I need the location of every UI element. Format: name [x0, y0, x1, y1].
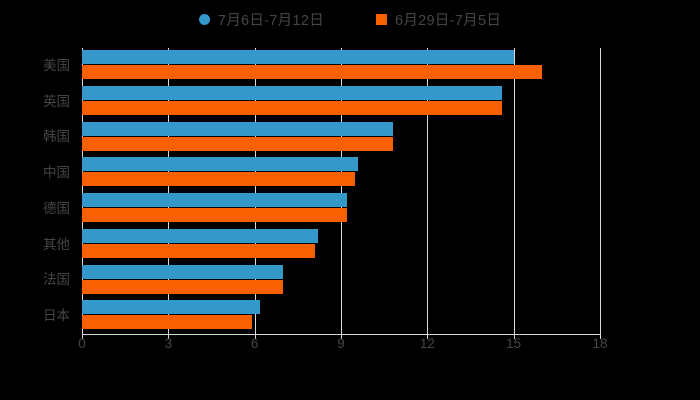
legend-label: 6月29日-7月5日	[395, 12, 502, 29]
gridline	[168, 48, 170, 334]
bar[interactable]	[82, 50, 514, 64]
y-axis-tick-label: 日本	[43, 308, 70, 324]
y-axis-tick-label: 英国	[43, 93, 70, 109]
bar-group	[82, 120, 600, 156]
bar[interactable]	[82, 228, 318, 243]
bar-group	[82, 48, 600, 84]
y-axis-tick-label: 韩国	[43, 129, 70, 145]
x-axis-tick-label: 15	[506, 336, 522, 351]
gridline	[600, 48, 601, 334]
x-tick-mark	[168, 334, 170, 339]
gridline	[254, 48, 256, 334]
legend-label: 7月6日-7月12日	[217, 12, 324, 29]
bar[interactable]	[82, 85, 503, 100]
gridline	[341, 48, 342, 334]
legend-entry[interactable]: 6月29日-7月5日	[376, 9, 501, 30]
x-axis-tick-label: 0	[78, 336, 86, 351]
bar[interactable]	[82, 100, 503, 115]
y-axis-tick-label: 其他	[43, 236, 70, 252]
bar[interactable]	[82, 243, 316, 258]
bar[interactable]	[82, 157, 359, 172]
bar-group	[82, 84, 600, 120]
x-tick-mark	[427, 334, 429, 339]
bar-group	[82, 298, 600, 334]
legend-marker-circle-icon	[198, 13, 210, 25]
bar[interactable]	[82, 193, 347, 207]
legend-entry[interactable]: 7月6日-7月12日	[198, 9, 324, 30]
x-axis-tick-label: 6	[250, 336, 259, 351]
y-axis-tick-label: 中国	[43, 165, 70, 181]
legend-marker-square-icon	[376, 13, 387, 25]
plot-area	[82, 48, 601, 339]
x-tick-mark	[513, 334, 515, 339]
x-tick-mark	[600, 334, 601, 339]
y-axis-tick-label: 德国	[43, 200, 70, 216]
bar[interactable]	[82, 172, 356, 187]
bar-group	[82, 227, 600, 263]
y-axis-tick-label: 法国	[43, 272, 70, 288]
gridline	[82, 48, 83, 334]
x-axis-tick-label: 12	[419, 336, 435, 351]
gridline	[427, 48, 429, 334]
y-axis-labels: 美国英国韩国中国德国其他法国日本	[0, 48, 82, 334]
bar[interactable]	[82, 121, 393, 136]
chart-legend: 7月6日-7月12日 6月29日-7月5日	[0, 8, 700, 30]
bar-group	[82, 263, 600, 299]
gridline	[513, 48, 515, 334]
bar[interactable]	[82, 264, 284, 279]
bar[interactable]	[82, 300, 261, 315]
bar[interactable]	[82, 315, 252, 330]
x-axis-labels: 0 3 6 9 12 15 18	[0, 336, 700, 358]
bar[interactable]	[82, 279, 284, 294]
x-tick-mark	[254, 334, 256, 339]
bar[interactable]	[82, 208, 347, 222]
x-axis-tick-label: 3	[164, 336, 173, 351]
bar-group	[82, 155, 600, 191]
y-axis-tick-label: 美国	[43, 57, 70, 73]
x-tick-mark	[82, 334, 83, 339]
bar-group	[82, 191, 600, 227]
x-axis-tick-label: 9	[337, 336, 345, 351]
bar[interactable]	[82, 65, 543, 79]
x-axis-tick-label: 18	[592, 336, 608, 351]
x-tick-mark	[341, 334, 342, 339]
bar[interactable]	[82, 136, 393, 151]
